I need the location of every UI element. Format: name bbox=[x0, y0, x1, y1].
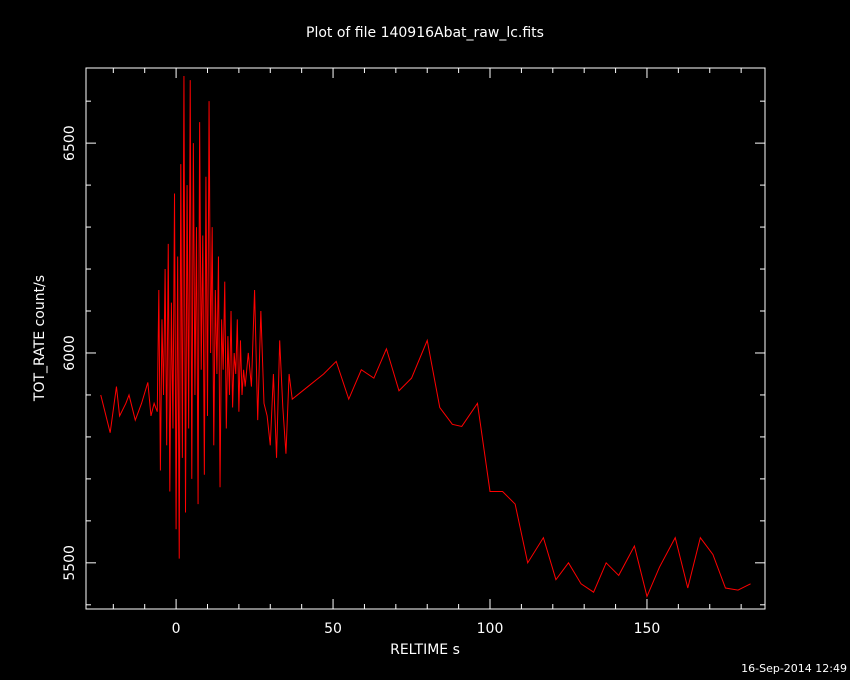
x-tick-label: 0 bbox=[172, 621, 181, 637]
x-axis-label: RELTIME s bbox=[390, 642, 460, 658]
timestamp: 16-Sep-2014 12:49 bbox=[741, 662, 847, 675]
x-tick-label: 50 bbox=[324, 621, 342, 637]
plot-frame bbox=[85, 67, 766, 610]
chart-title: Plot of file 140916Abat_raw_lc.fits bbox=[306, 25, 544, 41]
y-tick-label: 5500 bbox=[62, 545, 78, 581]
data-line bbox=[100, 75, 751, 598]
y-axis-label: TOT_RATE count/s bbox=[32, 275, 48, 402]
y-tick-label: 6000 bbox=[62, 335, 78, 371]
x-tick-label: 100 bbox=[477, 621, 504, 637]
x-tick-label: 150 bbox=[634, 621, 661, 637]
y-tick-label: 6500 bbox=[62, 125, 78, 161]
